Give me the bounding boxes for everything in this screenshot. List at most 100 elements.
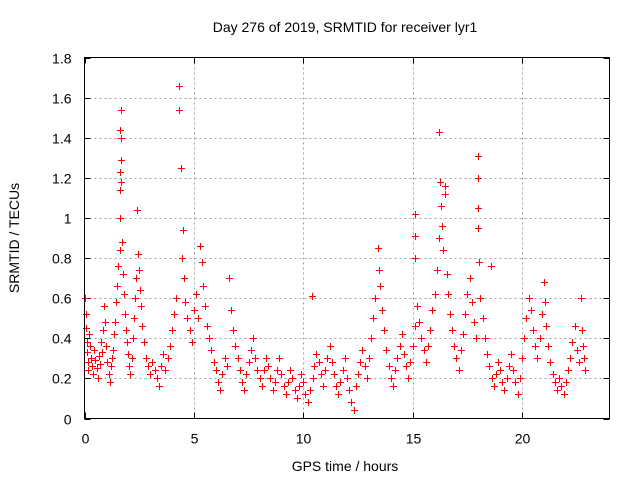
data-point: [91, 347, 98, 354]
data-point: [104, 359, 111, 366]
data-point: [397, 343, 404, 350]
data-point: [307, 387, 314, 394]
data-point: [124, 339, 131, 346]
data-point: [208, 347, 215, 354]
data-point: [476, 259, 483, 266]
data-point: [556, 375, 563, 382]
data-point: [228, 307, 235, 314]
data-point: [445, 291, 452, 298]
data-point: [379, 307, 386, 314]
data-point: [579, 327, 586, 334]
data-point: [392, 367, 399, 374]
data-point: [436, 235, 443, 242]
data-point: [274, 367, 281, 374]
data-point: [469, 299, 476, 306]
data-point: [118, 135, 125, 142]
data-point: [423, 359, 430, 366]
data-point: [180, 227, 187, 234]
data-point: [149, 359, 156, 366]
data-point: [131, 315, 138, 322]
data-point: [337, 379, 344, 386]
data-point: [114, 283, 121, 290]
data-point: [462, 311, 469, 318]
data-point: [135, 251, 142, 258]
data-point: [464, 291, 471, 298]
data-point: [181, 275, 188, 282]
data-point: [109, 355, 116, 362]
data-point: [442, 191, 449, 198]
y-axis-label: SRMTID / TECUs: [6, 183, 22, 293]
data-point: [115, 263, 122, 270]
data-point: [407, 359, 414, 366]
data-point: [340, 367, 347, 374]
data-point: [261, 367, 268, 374]
data-point: [248, 347, 255, 354]
data-point: [475, 225, 482, 232]
data-point: [530, 327, 537, 334]
axis-ticks: 0 0.2 0.4 0.6 0.8 1 1.2 1.4 1.6 1.8 0 5 10 15 20: [52, 51, 610, 447]
data-point: [399, 331, 406, 338]
y-tick-label: 0: [64, 412, 72, 428]
data-point: [118, 179, 125, 186]
data-point: [200, 283, 207, 290]
data-point: [381, 327, 388, 334]
data-point: [117, 247, 124, 254]
data-point: [156, 383, 163, 390]
data-point: [346, 387, 353, 394]
data-point: [537, 335, 544, 342]
data-point: [283, 391, 290, 398]
data-point: [126, 363, 133, 370]
data-point: [252, 355, 259, 362]
data-point: [158, 363, 165, 370]
data-point: [187, 327, 194, 334]
data-point: [95, 375, 102, 382]
data-point: [139, 323, 146, 330]
data-point: [405, 375, 412, 382]
data-point: [456, 367, 463, 374]
data-point: [134, 207, 141, 214]
data-point: [491, 383, 498, 390]
data-point: [331, 371, 338, 378]
data-point: [414, 303, 421, 310]
data-point: [92, 357, 99, 364]
data-point: [440, 247, 447, 254]
data-point: [541, 279, 548, 286]
data-point: [550, 371, 557, 378]
data-point: [112, 319, 119, 326]
data-point: [333, 383, 340, 390]
data-point: [458, 347, 465, 354]
data-point: [486, 363, 493, 370]
data-point: [471, 319, 478, 326]
data-point: [241, 387, 248, 394]
data-point: [136, 267, 143, 274]
data-point: [580, 343, 587, 350]
data-point: [322, 367, 329, 374]
data-point: [569, 339, 576, 346]
data-point: [512, 379, 519, 386]
gridlines: [84, 57, 610, 419]
data-point: [366, 355, 373, 362]
y-tick-label: 0.8: [52, 251, 72, 267]
data-point: [504, 375, 511, 382]
data-point: [162, 367, 169, 374]
data-point: [449, 327, 456, 334]
data-point: [534, 355, 541, 362]
data-point: [439, 223, 446, 230]
data-point: [276, 355, 283, 362]
plot-frame: [84, 57, 610, 419]
data-point: [475, 153, 482, 160]
data-point: [296, 383, 303, 390]
x-axis-label: GPS time / hours: [292, 458, 399, 474]
data-point: [460, 331, 467, 338]
data-point: [141, 339, 148, 346]
data-point: [171, 311, 178, 318]
data-point: [88, 355, 95, 362]
data-point: [138, 303, 145, 310]
data-point: [574, 347, 581, 354]
data-point: [176, 83, 183, 90]
data-point: [294, 395, 301, 402]
data-point: [526, 295, 533, 302]
data-point: [581, 355, 588, 362]
data-point: [86, 331, 93, 338]
y-tick-label: 0.6: [52, 291, 72, 307]
